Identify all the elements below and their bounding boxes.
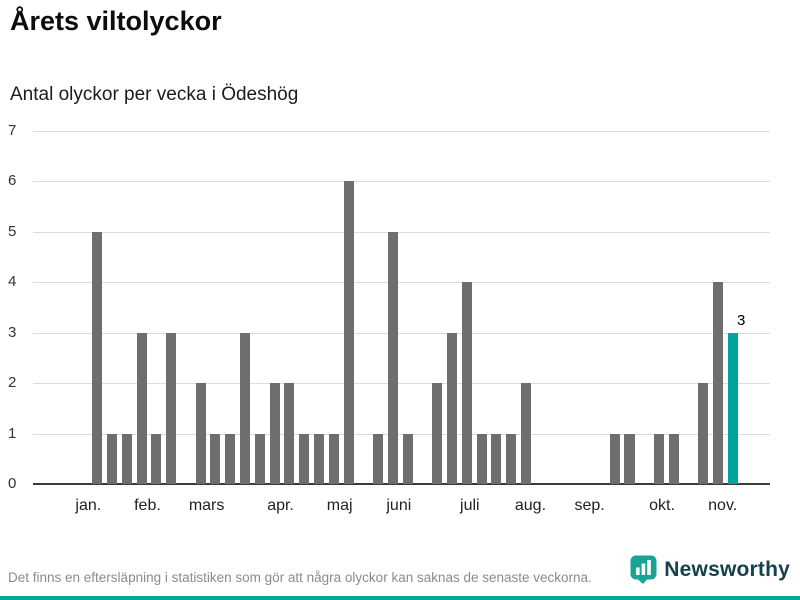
x-tick-label: jan. bbox=[75, 497, 102, 514]
y-tick-label: 2 bbox=[8, 374, 17, 392]
y-tick-label: 6 bbox=[8, 172, 17, 190]
bar bbox=[313, 433, 324, 484]
bar bbox=[402, 433, 413, 484]
brand-bottom-border bbox=[0, 596, 800, 600]
y-tick-label: 4 bbox=[8, 273, 17, 291]
bar bbox=[106, 433, 117, 484]
x-tick-label: feb. bbox=[134, 497, 161, 514]
x-tick-label: maj bbox=[326, 497, 353, 514]
bar bbox=[373, 433, 384, 484]
gridline bbox=[33, 282, 770, 284]
bar bbox=[284, 383, 295, 484]
y-tick-label: 1 bbox=[8, 424, 17, 442]
bar bbox=[654, 433, 665, 484]
bar-value-annotation: 3 bbox=[737, 311, 746, 329]
x-tick-label: nov. bbox=[708, 497, 738, 514]
x-tick-label: juli bbox=[460, 497, 480, 514]
bar bbox=[151, 433, 162, 484]
bar bbox=[136, 332, 147, 484]
bar bbox=[166, 332, 177, 484]
bar bbox=[269, 383, 280, 484]
bar bbox=[668, 433, 679, 484]
bar bbox=[698, 383, 709, 484]
chart-subtitle: Antal olyckor per vecka i Ödeshög bbox=[10, 84, 299, 105]
bar bbox=[254, 433, 265, 484]
chart-title: Årets viltolyckor bbox=[10, 6, 222, 36]
bar bbox=[520, 383, 532, 484]
y-tick-label: 7 bbox=[8, 122, 17, 139]
x-tick-label: aug. bbox=[514, 497, 547, 514]
gridline bbox=[33, 181, 770, 183]
bar bbox=[92, 231, 103, 484]
bar bbox=[491, 433, 502, 484]
gridline bbox=[33, 231, 770, 233]
bar bbox=[447, 332, 458, 484]
x-axis-line bbox=[33, 483, 770, 485]
bar bbox=[624, 433, 635, 484]
gridline bbox=[33, 332, 770, 334]
gridline bbox=[33, 383, 770, 385]
x-tick-label: mars bbox=[188, 497, 225, 514]
bar-highlighted bbox=[728, 332, 739, 484]
footnote: Det finns en eftersläpning i statistiken… bbox=[8, 570, 592, 586]
y-tick-label: 3 bbox=[8, 323, 17, 341]
bar bbox=[609, 433, 620, 484]
bar bbox=[240, 332, 251, 484]
x-tick-label: apr. bbox=[267, 497, 294, 514]
bar bbox=[343, 181, 354, 484]
bar bbox=[121, 433, 132, 484]
bars-area: jan. feb. mars apr. maj juni juli aug. sep. okt. n… bbox=[75, 131, 770, 514]
plot-area: jan. feb. mars apr. maj juni juli aug. sep. okt. n… bbox=[8, 122, 770, 514]
newsworthy-logo-icon bbox=[630, 555, 657, 584]
bar bbox=[328, 433, 339, 484]
bar bbox=[506, 433, 517, 484]
x-tick-label: juni bbox=[386, 497, 412, 514]
newsworthy-logo: Newsworthy bbox=[630, 555, 790, 584]
bar bbox=[432, 383, 443, 484]
x-tick-label: okt. bbox=[649, 497, 675, 514]
gridline bbox=[33, 433, 770, 435]
bar bbox=[299, 433, 310, 484]
x-tick-label: sep. bbox=[574, 497, 605, 514]
bar bbox=[387, 231, 398, 484]
bar bbox=[461, 282, 472, 484]
bar bbox=[476, 433, 487, 484]
bar bbox=[210, 433, 221, 484]
bar bbox=[195, 383, 206, 484]
y-tick-label: 0 bbox=[8, 475, 17, 492]
gridline bbox=[33, 131, 770, 132]
newsworthy-logo-text: Newsworthy bbox=[664, 557, 790, 581]
y-tick-label: 5 bbox=[8, 222, 17, 240]
bar bbox=[225, 433, 236, 484]
bar bbox=[713, 282, 724, 484]
